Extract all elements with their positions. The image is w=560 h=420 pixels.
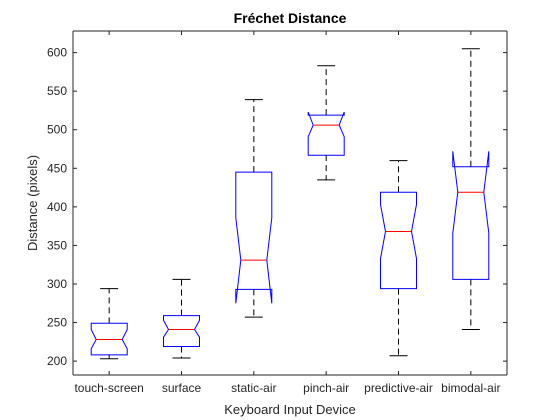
- y-axis-label: Distance (pixels): [25, 155, 40, 251]
- x-tick-label-bimodal-air: bimodal-air: [441, 381, 500, 395]
- x-tick-label-pinch-air: pinch-air: [303, 381, 349, 395]
- notched-box: [452, 151, 490, 280]
- y-tick-label: 200: [47, 354, 67, 368]
- x-tick-label-touch-screen: touch-screen: [74, 381, 143, 395]
- notched-box: [307, 111, 345, 156]
- y-tick-label: 600: [47, 46, 67, 60]
- x-tick-label-predictive-air: predictive-air: [364, 381, 433, 395]
- notched-box: [235, 171, 273, 304]
- box-bimodal-air: [452, 48, 490, 330]
- y-tick-label: 500: [47, 123, 67, 137]
- y-tick-label: 250: [47, 316, 67, 330]
- box-pinch-air: [307, 65, 345, 181]
- box-touch-screen: [90, 288, 128, 360]
- plot-area: [73, 31, 507, 375]
- x-tick-label-static-air: static-air: [231, 381, 276, 395]
- y-tick-label: 300: [47, 277, 67, 291]
- box-surface: [163, 278, 200, 359]
- chart-marks: [90, 48, 490, 360]
- y-tick-label: 350: [47, 238, 67, 252]
- chart-title: Fréchet Distance: [234, 10, 347, 26]
- box-predictive-air: [380, 160, 417, 357]
- notched-box: [163, 315, 200, 347]
- y-tick-label: 450: [47, 161, 67, 175]
- y-tick-label: 400: [47, 200, 67, 214]
- axes: 200 250 300 350 400 450 500 550 600 touch-screen s…: [47, 30, 508, 395]
- y-tick-label: 550: [47, 84, 67, 98]
- notched-box: [90, 322, 128, 356]
- box-static-air: [235, 99, 273, 318]
- x-axis-label: Keyboard Input Device: [224, 402, 356, 417]
- notched-box: [380, 191, 417, 290]
- x-tick-label-surface: surface: [162, 381, 202, 395]
